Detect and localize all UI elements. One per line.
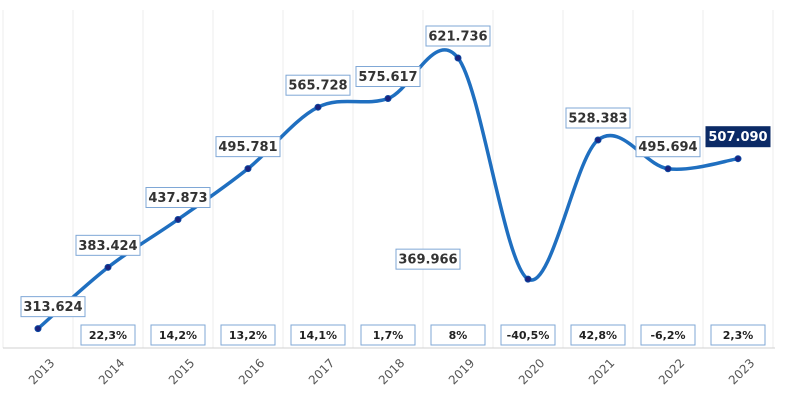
point <box>174 216 182 224</box>
value-label: 495.694 <box>638 140 697 155</box>
value-label: 575.617 <box>358 70 417 85</box>
value-box <box>635 136 701 158</box>
value-box <box>705 126 771 148</box>
value-box <box>285 74 351 96</box>
value-box <box>565 107 631 129</box>
change-label: 22,3% <box>89 329 127 342</box>
change-label: 14,1% <box>299 329 337 342</box>
change-label: 42,8% <box>579 329 617 342</box>
change-box <box>570 324 626 346</box>
x-tick-label: 2018 <box>376 356 407 387</box>
change-box <box>220 324 276 346</box>
point <box>104 263 112 271</box>
point <box>594 136 602 144</box>
change-label: -6,2% <box>650 329 685 342</box>
change-box <box>290 324 346 346</box>
change-box <box>640 324 696 346</box>
x-tick-label: 2020 <box>516 356 547 387</box>
x-tick-label: 2014 <box>96 356 127 387</box>
value-label: 528.383 <box>568 112 627 127</box>
x-tick-label: 2019 <box>446 356 477 387</box>
x-tick-label: 2015 <box>166 356 197 387</box>
point <box>34 325 42 333</box>
value-label: 495.781 <box>218 140 277 155</box>
change-label: 1,7% <box>373 329 404 342</box>
value-box <box>20 296 86 318</box>
change-label: 13,2% <box>229 329 267 342</box>
x-tick-label: 2017 <box>306 356 337 387</box>
value-box <box>355 66 421 88</box>
value-box <box>145 187 211 209</box>
change-box <box>430 324 486 346</box>
x-tick-label: 2021 <box>586 356 617 387</box>
change-label: 14,2% <box>159 329 197 342</box>
x-tick-label: 2016 <box>236 356 267 387</box>
change-box <box>80 324 136 346</box>
point <box>734 155 742 163</box>
change-box <box>360 324 416 346</box>
value-box <box>425 25 491 47</box>
x-tick-label: 2023 <box>726 356 757 387</box>
point <box>524 275 532 283</box>
point <box>384 95 392 103</box>
change-label: -40,5% <box>507 329 550 342</box>
value-label: 507.090 <box>708 130 767 145</box>
point <box>244 165 252 173</box>
value-box <box>215 136 281 158</box>
value-label: 313.624 <box>23 300 82 315</box>
value-box <box>395 248 461 270</box>
change-box <box>150 324 206 346</box>
value-label: 621.736 <box>428 30 487 45</box>
point <box>454 54 462 62</box>
value-label: 383.424 <box>78 239 137 254</box>
change-label: 8% <box>449 329 468 342</box>
value-box <box>75 234 141 256</box>
x-tick-label: 2022 <box>656 356 687 387</box>
value-label: 369.966 <box>398 253 457 268</box>
change-box <box>710 324 766 346</box>
point <box>664 165 672 173</box>
change-label: 2,3% <box>723 329 754 342</box>
point <box>314 103 322 111</box>
value-label: 565.728 <box>288 79 347 94</box>
change-box <box>500 324 556 346</box>
value-label: 437.873 <box>148 191 207 206</box>
x-tick-label: 2013 <box>26 356 57 387</box>
